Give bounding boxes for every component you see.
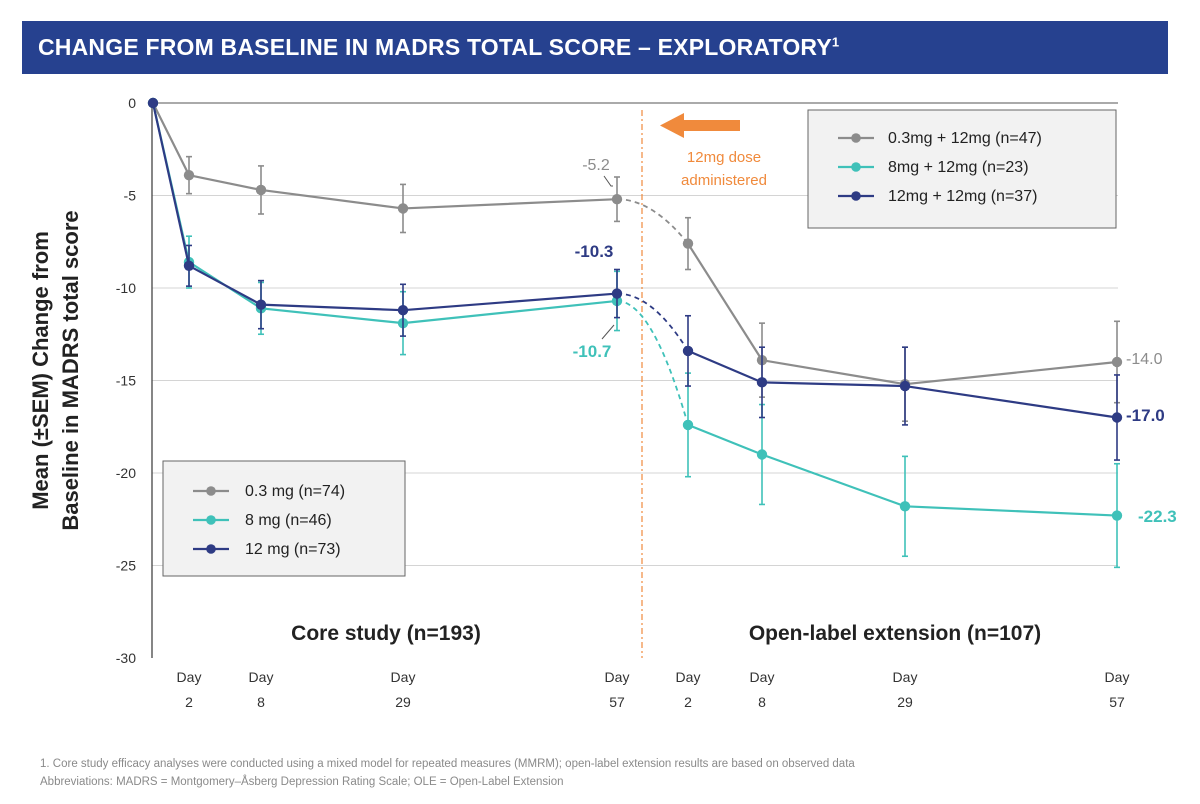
x-tick-label-value: 29 — [395, 694, 411, 710]
data-point — [756, 449, 768, 460]
x-tick-label-value: 8 — [758, 694, 766, 710]
legend-swatch-marker — [206, 544, 216, 554]
legend-ole: 0.3mg + 12mg (n=47) 8mg + 12mg (n=23) 12mg… — [807, 109, 1117, 229]
x-tick-label-value: 57 — [1109, 694, 1125, 710]
legend-swatch-marker — [851, 191, 861, 201]
series-connector-dashed — [616, 300, 689, 426]
series-12-mg — [147, 97, 1123, 461]
data-point — [255, 184, 267, 196]
data-point — [397, 305, 409, 316]
value-label-8mg-core: -10.7 — [573, 342, 612, 361]
value-label-0-3mg-core: -5.2 — [582, 157, 610, 174]
data-point — [899, 501, 911, 512]
legend-box — [807, 109, 1117, 229]
data-point — [1111, 356, 1123, 368]
y-axis-title-line2: Baseline in MADRS total score — [58, 210, 83, 530]
title-footnote-marker: 1 — [831, 34, 840, 50]
dose-arrow-shaft — [680, 120, 740, 131]
page-title: CHANGE FROM BASELINE IN MADRS TOTAL SCOR… — [38, 34, 840, 60]
value-label-12mg-ole: -17.0 — [1126, 406, 1165, 425]
series-line-ole — [687, 349, 1118, 419]
x-tick-label-day: Day — [249, 669, 274, 685]
data-point — [682, 419, 694, 431]
title-bar: CHANGE FROM BASELINE IN MADRS TOTAL SCOR… — [22, 21, 1168, 74]
value-label-8mg-ole: -22.3 — [1138, 507, 1177, 526]
legend-box — [162, 460, 406, 577]
x-tick-label-day: Day — [391, 669, 416, 685]
x-tick-label-value: 29 — [897, 694, 913, 710]
legend-swatch-marker — [206, 486, 216, 496]
y-tick-label: -10 — [116, 280, 136, 296]
data-point — [147, 97, 159, 109]
y-axis-title-line1: Mean (±SEM) Change from — [28, 231, 53, 510]
x-tick-label-day: Day — [1105, 669, 1130, 685]
phase-label-core: Core study (n=193) — [291, 622, 481, 645]
x-tick-label-value: 57 — [609, 694, 625, 710]
legend-swatch-marker — [851, 133, 861, 143]
x-tick-label-value: 2 — [684, 694, 692, 710]
data-point — [682, 238, 694, 249]
series-line-core — [151, 102, 618, 325]
data-point — [611, 288, 623, 299]
series-line-ole — [687, 423, 1118, 517]
value-label-12mg-core: -10.3 — [575, 242, 614, 261]
data-point — [183, 169, 195, 181]
legend-swatch-marker — [206, 515, 216, 525]
data-point — [756, 377, 768, 388]
legend-label: 0.3 mg (n=74) — [245, 483, 345, 500]
y-tick-label: -30 — [116, 650, 136, 666]
footnote-abbreviations: Abbreviations: MADRS = Montgomery–Åsberg… — [40, 776, 564, 788]
x-tick-label-day: Day — [177, 669, 202, 685]
series-connector-dashed — [616, 198, 689, 245]
y-tick-label: -20 — [116, 465, 136, 481]
data-point — [899, 380, 911, 392]
footnote-methods: 1. Core study efficacy analyses were con… — [40, 758, 855, 770]
legend-label: 0.3mg + 12mg (n=47) — [888, 130, 1042, 147]
x-tick-label-day: Day — [893, 669, 918, 685]
x-tick-label-day: Day — [676, 669, 701, 685]
y-axis-title: Mean (±SEM) Change from Baseline in MADRS… — [28, 210, 83, 530]
legend-label: 8 mg (n=46) — [245, 512, 332, 529]
data-point — [1111, 510, 1123, 521]
data-point — [611, 194, 623, 205]
data-point — [682, 345, 694, 357]
value-label-leader — [603, 175, 613, 187]
data-point — [255, 299, 267, 310]
legend-swatch-marker — [851, 162, 861, 172]
data-point — [397, 203, 409, 214]
y-tick-label: -5 — [124, 188, 137, 204]
x-tick-label-value: 8 — [257, 694, 265, 710]
dose-arrow-head — [660, 113, 684, 138]
dose-annotation-line2: administered — [681, 172, 767, 189]
data-point — [183, 260, 195, 271]
series-line-ole — [687, 243, 1118, 386]
series-connector-dashed — [616, 292, 689, 352]
series-line-core — [152, 102, 618, 210]
y-tick-label: 0 — [128, 95, 136, 111]
legend-label: 12mg + 12mg (n=37) — [888, 188, 1037, 205]
value-label-0-3mg-ole: -14.0 — [1126, 351, 1163, 368]
legend-label: 12 mg (n=73) — [245, 541, 341, 558]
x-tick-label-value: 2 — [185, 694, 193, 710]
x-tick-label-day: Day — [605, 669, 630, 685]
legend-core: 0.3 mg (n=74) 8 mg (n=46) 12 mg (n=73) — [162, 460, 406, 577]
y-tick-label: -15 — [116, 373, 136, 389]
legend-label: 8mg + 12mg (n=23) — [888, 159, 1029, 176]
value-label-leader — [601, 324, 615, 340]
x-tick-label-day: Day — [750, 669, 775, 685]
y-tick-label: -25 — [116, 558, 136, 574]
phase-label-ole: Open-label extension (n=107) — [749, 622, 1041, 645]
data-point — [1111, 412, 1123, 423]
dose-annotation-line1: 12mg dose — [687, 149, 761, 166]
